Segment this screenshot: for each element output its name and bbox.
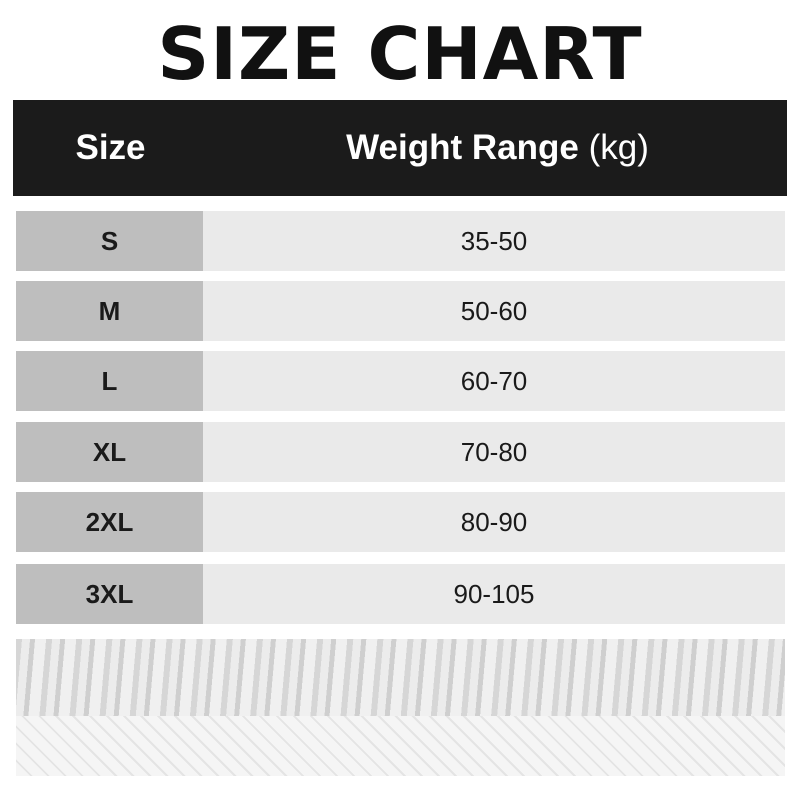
weight-cell: 90-105 bbox=[203, 564, 785, 624]
product-photo bbox=[16, 639, 785, 776]
header-weight-label: Weight Range bbox=[346, 128, 579, 167]
weight-cell: 35-50 bbox=[203, 211, 785, 271]
size-cell: S bbox=[16, 211, 203, 271]
header-unit: (kg) bbox=[588, 128, 649, 167]
weight-cell: 70-80 bbox=[203, 422, 785, 482]
size-cell: 2XL bbox=[16, 492, 203, 552]
fur-texture bbox=[16, 639, 785, 716]
header-weight: Weight Range (kg) bbox=[208, 100, 787, 196]
weight-cell: 80-90 bbox=[203, 492, 785, 552]
table-header: Size Weight Range (kg) bbox=[13, 100, 787, 196]
size-cell: XL bbox=[16, 422, 203, 482]
table-row: XL 70-80 bbox=[16, 422, 785, 482]
size-cell: M bbox=[16, 281, 203, 341]
size-cell: 3XL bbox=[16, 564, 203, 624]
size-cell: L bbox=[16, 351, 203, 411]
weight-cell: 60-70 bbox=[203, 351, 785, 411]
header-size: Size bbox=[75, 128, 146, 167]
knit-texture bbox=[16, 716, 785, 776]
page-title: SIZE CHART bbox=[157, 12, 643, 96]
table-row: L 60-70 bbox=[16, 351, 785, 411]
weight-cell: 50-60 bbox=[203, 281, 785, 341]
table-row: M 50-60 bbox=[16, 281, 785, 341]
table-row: 3XL 90-105 bbox=[16, 564, 785, 624]
table-row: 2XL 80-90 bbox=[16, 492, 785, 552]
table-row: S 35-50 bbox=[16, 211, 785, 271]
